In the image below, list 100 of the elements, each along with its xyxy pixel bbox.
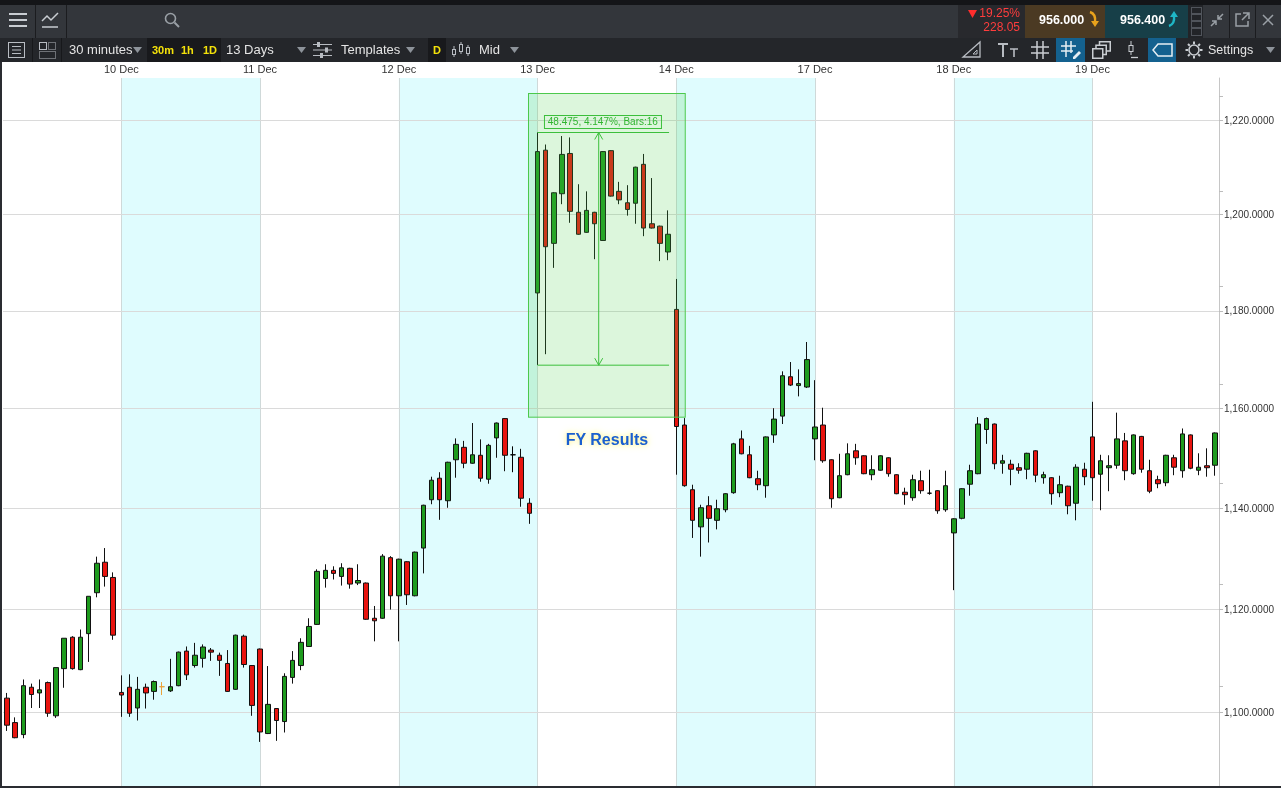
candlestick <box>478 438 483 483</box>
candlestick <box>1057 475 1063 498</box>
candlestick <box>1122 432 1128 481</box>
candlestick <box>1163 454 1169 487</box>
candlestick <box>1065 485 1071 515</box>
candlestick <box>265 665 271 735</box>
candlestick <box>861 454 867 475</box>
text: D <box>433 43 441 58</box>
x-tick-label: 14 Dec <box>658 62 695 75</box>
candlestick <box>837 453 842 499</box>
text: 956.400 <box>1120 12 1166 29</box>
candlestick <box>363 582 369 621</box>
candlestick <box>470 422 475 465</box>
candlestick <box>298 637 304 671</box>
candlestick <box>1024 452 1030 480</box>
candlestick <box>894 473 899 495</box>
candlestick <box>1073 463 1079 521</box>
text: 13 Days <box>226 41 274 59</box>
candlestick <box>747 445 752 479</box>
candlestick <box>763 435 769 499</box>
candlestick <box>257 648 263 743</box>
candlestick <box>94 556 100 598</box>
candlestick <box>706 495 712 543</box>
candlestick <box>600 150 606 242</box>
y-tick-label: 1,140.0000 <box>1224 502 1275 514</box>
candlestick <box>731 442 736 495</box>
candlestick <box>486 443 491 485</box>
candlestick <box>29 683 34 709</box>
candlestick <box>1090 401 1095 502</box>
candlestick <box>796 368 801 397</box>
candlestick <box>829 458 834 509</box>
candlestick <box>1082 462 1087 486</box>
candlestick <box>290 650 295 685</box>
candlestick <box>192 642 198 669</box>
candlestick <box>12 716 18 739</box>
candlestick <box>127 673 132 718</box>
candlestick <box>1098 454 1103 511</box>
candlestick <box>429 476 434 505</box>
candlestick <box>935 489 940 515</box>
candlestick <box>372 605 377 642</box>
candlestick <box>845 442 850 476</box>
x-tick-label: 13 Dec <box>520 62 556 75</box>
candlestick <box>53 667 59 719</box>
candlestick <box>527 497 532 525</box>
candlestick <box>70 635 75 671</box>
candlestick <box>1131 433 1136 476</box>
candlestick <box>878 454 883 472</box>
candlestick <box>151 680 157 701</box>
text: 19.25% <box>979 6 1020 20</box>
candlestick <box>380 553 385 620</box>
candlestick <box>535 131 540 366</box>
candlestick <box>143 683 149 710</box>
candlestick <box>241 634 247 669</box>
candlestick <box>4 692 10 732</box>
y-tick-label: 1,120.0000 <box>1224 604 1275 616</box>
text: Settings <box>1208 42 1254 59</box>
candlestick <box>21 678 26 739</box>
candlestick <box>176 651 181 687</box>
candlestick <box>1212 431 1218 477</box>
text: 1h <box>181 43 194 58</box>
candlestick <box>159 681 165 696</box>
candlestick <box>1147 459 1152 494</box>
x-tick-label: 19 Dec <box>1075 62 1111 75</box>
candlestick <box>306 617 312 648</box>
x-tick-label: 18 Dec <box>936 62 972 75</box>
candlestick <box>339 562 344 587</box>
candlestick <box>984 417 989 445</box>
candlestick <box>347 567 353 590</box>
candlestick <box>45 681 51 718</box>
candlestick <box>355 563 361 586</box>
candlestick <box>739 429 744 455</box>
candlestick <box>208 647 214 662</box>
candlestick <box>902 487 908 506</box>
candlestick <box>1106 454 1112 492</box>
candlestick <box>1155 475 1161 489</box>
candlestick <box>559 135 565 205</box>
candlestick <box>1033 449 1038 483</box>
candlestick <box>698 504 704 558</box>
x-tick-label: 12 Dec <box>381 62 417 75</box>
candlestick <box>1188 433 1193 470</box>
candlestick <box>910 474 916 502</box>
candlestick <box>437 471 442 521</box>
candlestick <box>812 379 818 461</box>
candlestick <box>168 658 173 693</box>
candlestick <box>396 558 402 642</box>
candlestick <box>951 517 957 591</box>
candlestick <box>755 470 761 491</box>
candlestick <box>1041 471 1046 485</box>
candlestick <box>633 166 638 225</box>
candlestick <box>992 423 997 470</box>
candlestick <box>274 707 279 742</box>
candlestick <box>723 492 728 513</box>
candlestick <box>1049 476 1054 506</box>
text: 1D <box>203 43 218 58</box>
candlestick <box>404 560 410 606</box>
candlestick <box>494 422 499 459</box>
candlestick <box>421 504 426 574</box>
candlestick <box>110 571 116 641</box>
candlestick <box>314 568 320 626</box>
candlestick <box>282 672 287 733</box>
